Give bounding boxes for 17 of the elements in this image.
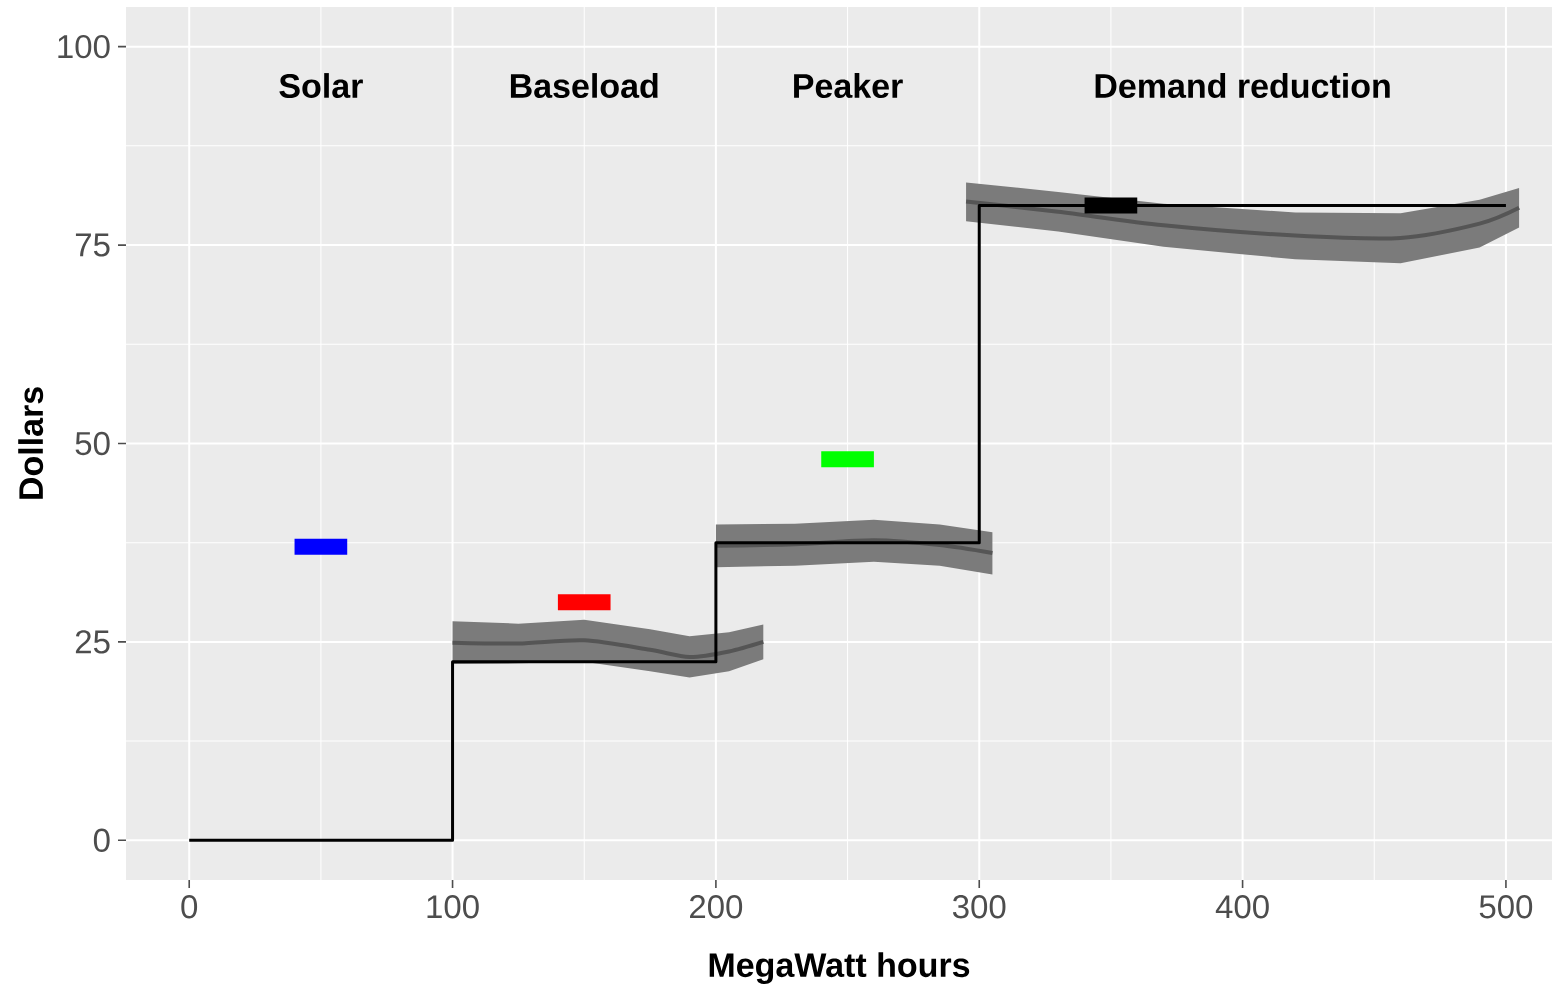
y-tick-label: 75 [75,233,110,257]
x-tick-label: 0 [181,895,198,919]
annotation: Solar [279,73,363,99]
annotation: Peaker [794,73,903,99]
x-tick-label: 500 [1479,895,1533,919]
y-tick-label: 0 [93,828,110,852]
y-axis-title: Dollars [18,387,44,499]
y-tick-label: 50 [75,431,110,456]
annotation: Baseload [510,73,658,99]
y-tick-label: 25 [75,630,110,654]
annotation: Demand reduction [1095,73,1390,99]
x-tick-label: 400 [1215,895,1269,919]
x-tick-label: 200 [690,895,743,919]
x-tick-label: 300 [952,895,1006,919]
x-axis-title: MegaWatt hours [709,952,970,984]
x-tick-label: 100 [427,895,479,919]
y-tick-label: 100 [58,34,110,59]
